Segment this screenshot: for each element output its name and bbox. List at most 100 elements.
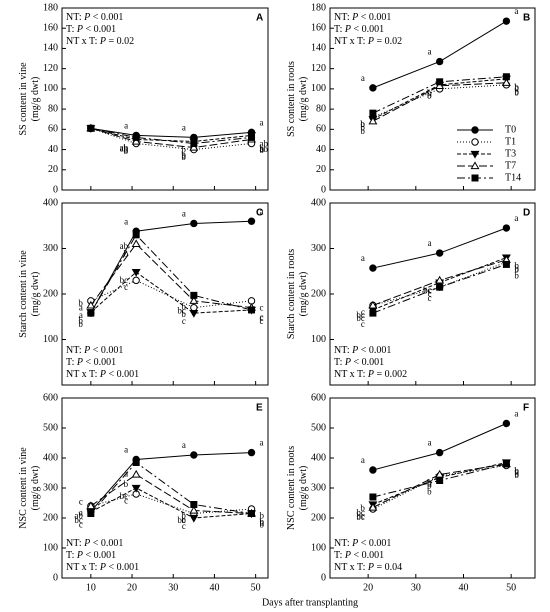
marker bbox=[190, 139, 198, 147]
y-tick-label: 160 bbox=[43, 23, 58, 34]
y-axis-label-line: (mg/g dwt) bbox=[298, 272, 309, 317]
significance-letter: ab bbox=[74, 511, 83, 521]
marker bbox=[248, 133, 256, 141]
significance-letter: c bbox=[260, 313, 264, 323]
stats-part: < 0.001 bbox=[83, 24, 116, 35]
significance-letter: b bbox=[360, 119, 365, 129]
stats-line: NT: P < 0.001 bbox=[66, 12, 123, 23]
marker bbox=[190, 501, 198, 508]
marker bbox=[435, 275, 445, 284]
panel-letter: B bbox=[523, 13, 530, 24]
marker bbox=[86, 300, 96, 309]
stats-part: = 0.02 bbox=[374, 36, 402, 47]
significance-letter: bc bbox=[423, 286, 432, 296]
significance-letter: c bbox=[260, 302, 264, 312]
y-tick-label: 600 bbox=[43, 392, 58, 403]
legend-label: T3 bbox=[505, 148, 516, 159]
significance-letter: b bbox=[514, 466, 519, 476]
significance-letter: b bbox=[514, 87, 519, 97]
marker bbox=[436, 78, 444, 86]
marker bbox=[502, 17, 511, 25]
significance-letter: b bbox=[181, 145, 186, 155]
significance-letter: b bbox=[427, 88, 432, 98]
stats-part: < 0.001 bbox=[351, 550, 384, 561]
stats-part: = 0.002 bbox=[374, 369, 407, 380]
significance-letter: bc bbox=[177, 305, 186, 315]
significance-letter: b bbox=[181, 515, 186, 525]
significance-letter: b bbox=[181, 151, 186, 161]
significance-letter: a bbox=[260, 206, 264, 216]
significance-letter: b bbox=[124, 146, 129, 156]
significance-letter: b bbox=[427, 478, 432, 488]
significance-letter: b bbox=[260, 143, 265, 153]
stats-line: NT: P < 0.001 bbox=[334, 12, 391, 23]
y-tick-label: 120 bbox=[311, 63, 326, 74]
marker bbox=[190, 303, 198, 312]
series-line bbox=[372, 462, 507, 505]
marker bbox=[131, 484, 141, 493]
significance-letter: ab bbox=[120, 143, 129, 153]
significance-letter: b bbox=[260, 520, 265, 530]
stats-part: NT x T: bbox=[334, 562, 368, 573]
stats-part: < 0.001 bbox=[83, 357, 116, 368]
marker bbox=[471, 126, 479, 134]
stats-part: NT: bbox=[66, 538, 84, 549]
stats-line: NT x T: P < 0.001 bbox=[66, 369, 139, 380]
y-tick-label: 60 bbox=[316, 124, 326, 135]
stats-part: T: bbox=[334, 550, 345, 561]
significance-letter: b bbox=[514, 82, 519, 92]
marker bbox=[369, 493, 377, 501]
marker bbox=[87, 124, 95, 132]
legend-label: T0 bbox=[505, 124, 516, 135]
y-tick-label: 500 bbox=[43, 422, 58, 433]
x-axis-label: Days after transplanting bbox=[262, 597, 358, 608]
y-tick-label: 400 bbox=[311, 452, 326, 463]
stats-part: NT x T: bbox=[66, 369, 100, 380]
significance-letter: c bbox=[260, 316, 264, 326]
series-line bbox=[90, 234, 252, 314]
significance-letter: b bbox=[427, 479, 432, 489]
significance-letter: b bbox=[514, 264, 519, 274]
y-axis-label-line: (mg/g dwt) bbox=[298, 77, 309, 122]
series-line bbox=[90, 461, 252, 514]
y-axis-label-line: NSC content in roots bbox=[286, 446, 297, 530]
marker bbox=[368, 502, 378, 511]
marker bbox=[190, 291, 198, 299]
significance-letter: b bbox=[260, 517, 265, 527]
y-tick-label: 200 bbox=[311, 288, 326, 299]
series-line bbox=[372, 227, 507, 269]
significance-letter: ab bbox=[120, 143, 129, 153]
significance-letter: b bbox=[427, 487, 432, 497]
significance-letter: c bbox=[361, 307, 365, 317]
significance-letter: b bbox=[514, 469, 519, 479]
significance-letter: b bbox=[360, 122, 365, 132]
x-tick-label: 30 bbox=[168, 582, 178, 593]
stats-part: T: bbox=[66, 357, 77, 368]
marker bbox=[189, 142, 199, 151]
marker bbox=[471, 174, 479, 182]
stats-part: T: bbox=[334, 357, 345, 368]
y-tick-label: 20 bbox=[316, 164, 326, 175]
marker bbox=[132, 133, 140, 141]
plot-frame bbox=[61, 7, 269, 191]
marker bbox=[368, 300, 378, 309]
significance-letter: ab bbox=[120, 241, 129, 251]
significance-letter: a bbox=[514, 6, 518, 16]
marker bbox=[190, 451, 198, 459]
stats-part: < 0.001 bbox=[106, 562, 139, 573]
y-tick-label: 400 bbox=[311, 197, 326, 208]
stats-part: P bbox=[99, 36, 106, 47]
significance-letter: b bbox=[181, 150, 186, 160]
stats-part: P bbox=[99, 369, 106, 380]
marker bbox=[248, 510, 256, 517]
significance-letter: b bbox=[360, 503, 365, 513]
stats-part: NT x T: bbox=[66, 562, 100, 573]
significance-letter: b bbox=[427, 481, 432, 491]
marker bbox=[87, 510, 95, 517]
stats-part: < 0.001 bbox=[106, 369, 139, 380]
stats-part: < 0.001 bbox=[90, 538, 123, 549]
series-line bbox=[90, 271, 252, 314]
marker bbox=[247, 217, 256, 225]
significance-letter: a bbox=[361, 253, 365, 263]
stats-part: P bbox=[83, 538, 90, 549]
